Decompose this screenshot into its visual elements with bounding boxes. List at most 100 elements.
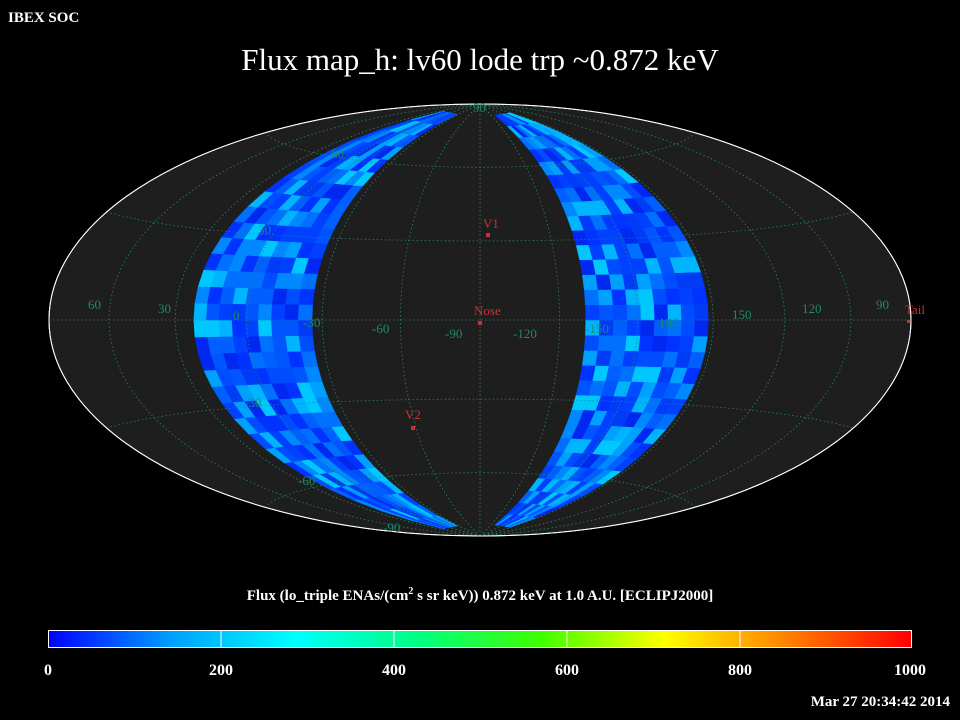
flux-cell (691, 335, 708, 353)
marker-nose (478, 321, 482, 325)
lat-label-30: 30 (258, 222, 271, 237)
flux-cell (271, 319, 286, 337)
flux-cell (691, 287, 708, 305)
lon-label-neg120: -120 (513, 326, 537, 341)
flux-cell (257, 303, 273, 321)
flux-cell (298, 335, 315, 352)
grid-meridian (479, 104, 639, 536)
flux-cell (595, 350, 613, 367)
marker-tail (907, 320, 910, 323)
flux-cell (651, 335, 668, 352)
flux-cell (258, 335, 275, 353)
colorbar-tick-600: 600 (555, 662, 579, 679)
colorbar-tick-1000: 1000 (894, 662, 926, 679)
flux-cell (271, 335, 289, 353)
colorbar (48, 630, 912, 648)
flux-cell (640, 304, 656, 321)
flux-cell (665, 335, 682, 352)
marker-label-tail: Tail (905, 302, 925, 317)
colorbar-ticks (220, 630, 741, 648)
flux-cell (597, 334, 614, 351)
flux-band (193, 110, 709, 530)
flux-cell (206, 303, 221, 321)
flux-cell (433, 113, 459, 125)
lon-label-120: 120 (802, 301, 822, 316)
flux-cell (298, 288, 315, 305)
flux-lune-right (493, 112, 709, 528)
flux-cell (612, 319, 628, 336)
grid-meridian (479, 104, 852, 536)
flux-cell (624, 288, 641, 305)
grid-meridian (246, 104, 481, 536)
lon-label-neg90: -90 (445, 326, 462, 341)
flux-cell (258, 287, 275, 305)
flux-cell (638, 335, 655, 352)
grid-meridian (399, 104, 481, 536)
flux-cell (651, 288, 668, 305)
flux-cell (244, 303, 260, 321)
flux-cell (284, 319, 300, 337)
lon-label-60: 60 (88, 297, 101, 312)
colorbar-title-post: s sr keV)) 0.872 keV at 1.0 A.U. [ECLIPJ… (413, 588, 714, 604)
flux-cell (193, 319, 208, 338)
flux-cell (582, 274, 599, 291)
colorbar-title-sup: 2 (408, 586, 414, 597)
flux-cell (626, 304, 642, 321)
colorbar-tick-800: 800 (728, 662, 752, 679)
colorbar-tick-400: 400 (382, 662, 406, 679)
map-grid (49, 104, 911, 536)
colorbar-title: Flux (lo_triple ENAs/(cm2 s sr keV)) 0.8… (0, 586, 960, 605)
marker-v2 (411, 426, 415, 430)
flux-lune-left (193, 110, 459, 530)
sky-map: 90 60 30 0 -30 -60 -90 60 30 0 -30 -60 -… (48, 100, 925, 537)
colorbar-title-pre: Flux (lo_triple ENAs/(cm (246, 588, 409, 604)
flux-cell (218, 319, 234, 337)
marker-label-nose: Nose (474, 303, 501, 318)
grid-meridian (479, 104, 714, 536)
grid-meridian (108, 104, 481, 536)
flux-cell (680, 319, 696, 337)
flux-cell (599, 304, 614, 321)
map-title: Flux map_h: lv60 lode trp ~0.872 keV (241, 42, 719, 77)
lon-label-180: 180 (659, 315, 679, 330)
flux-cell (624, 335, 641, 352)
flux-cell (693, 303, 709, 321)
flux-cell (585, 304, 601, 321)
lon-label-neg150: -150 (585, 321, 609, 336)
marker-v1 (486, 233, 490, 237)
flux-cell (626, 319, 642, 336)
lon-label-30: 30 (158, 301, 171, 316)
grid-meridian (321, 104, 481, 536)
flux-cell (583, 289, 600, 306)
flux-cell (611, 288, 628, 306)
flux-cell (193, 302, 208, 321)
lon-label-150: 150 (732, 307, 752, 322)
grid-parallel (264, 472, 696, 508)
flux-cell (583, 334, 600, 351)
lat-label-0: 0 (233, 308, 240, 323)
lat-label-60: 60 (331, 146, 344, 161)
flux-cell (680, 303, 696, 321)
flux-cell (285, 288, 302, 305)
flux-cell (218, 303, 234, 321)
lon-label-neg60: -60 (372, 321, 389, 336)
lat-label-neg90: -90 (383, 520, 400, 535)
flux-cell (507, 112, 538, 124)
lat-label-neg60: -60 (298, 473, 315, 488)
lat-label-90: 90 (473, 100, 486, 115)
flux-cell (693, 319, 709, 337)
flux-cell (257, 319, 273, 337)
flux-cell (612, 304, 628, 321)
lon-label-90: 90 (876, 297, 889, 312)
flux-cell (595, 273, 613, 290)
grid-meridian (479, 104, 561, 536)
flux-cell (271, 287, 289, 305)
flux-cell (611, 334, 628, 352)
flux-cell (284, 303, 300, 321)
lon-label-neg30: -30 (303, 315, 320, 330)
flux-cell (597, 289, 614, 306)
marker-label-v2: V2 (405, 407, 421, 422)
flux-cell (285, 335, 302, 352)
timestamp: Mar 27 20:34:42 2014 (810, 694, 950, 710)
colorbar-tick-0: 0 (44, 662, 52, 679)
